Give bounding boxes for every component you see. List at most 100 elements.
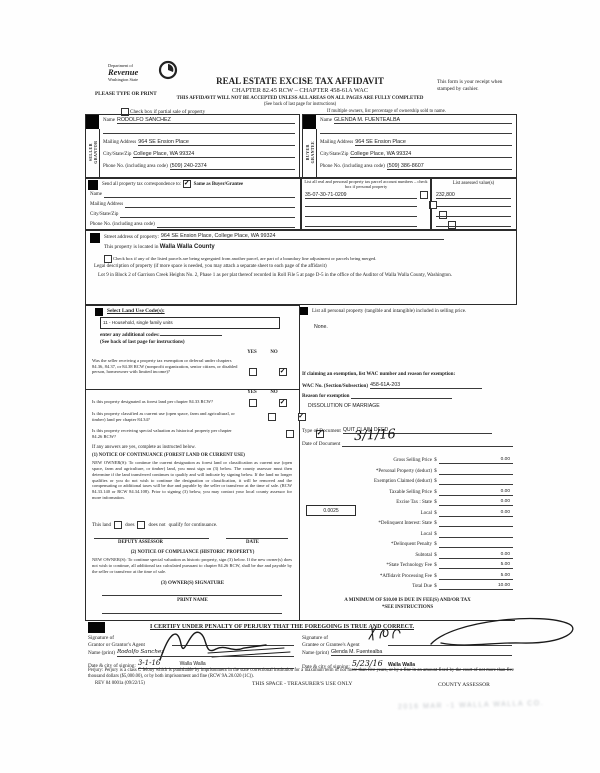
correspondence-marker (88, 180, 98, 190)
reason-label: Reason for exemption (302, 393, 350, 399)
does-label: does (125, 521, 135, 528)
grantee-name-row: Name (print) Glenda M. Fuentealba (302, 649, 512, 657)
reason-row: Reason for exemption (302, 393, 452, 400)
reason-line (351, 398, 452, 400)
dollar-sign: $ (434, 584, 437, 589)
designation-no-header: NO (270, 390, 278, 395)
notice1-title: (1) NOTICE OF CONTINUANCE (FOREST LAND O… (92, 453, 245, 458)
historic-question: Is this property receiving special valua… (92, 428, 232, 439)
grantee-name-value: Glenda M. Fuentealba (330, 649, 512, 657)
seller-name-label: Name (103, 118, 115, 124)
certify-marker (88, 622, 105, 633)
corr-name-line (103, 197, 295, 198)
parcel-numbers-cell: List all real and personal property tax … (300, 177, 456, 231)
current-use-yes-checkbox (267, 413, 276, 421)
notice2-title: (2) NOTICE OF COMPLIANCE (HISTORIC PROPE… (130, 550, 255, 555)
continuance-post: qualify for continuance. (168, 521, 218, 528)
fee-row-taxable: Taxable Selling Price $0.00 (302, 487, 513, 496)
certify-text: I CERTIFY UNDER PENALTY OF PERJURY THAT … (150, 624, 415, 630)
assessed-row-2 (436, 202, 511, 207)
deputy-date-line (226, 534, 288, 539)
seller-side-bottom: GRANTOR (93, 140, 98, 164)
corr-address-line (125, 207, 295, 208)
buyer-phone-row: Phone No. (including area code) (509) 38… (320, 163, 512, 171)
wac-row: WAC No. (Section/Subsection) 458-61A-203 (302, 382, 482, 390)
footer-treasurer-space: THIS SPACE - TREASURER'S USE ONLY (252, 681, 353, 687)
grantor-city-value: Walla Walla (179, 661, 206, 667)
parcel-1-value: 35-07-30-71-0209 (305, 192, 417, 200)
doc-date-label: Date of Document (302, 441, 341, 447)
seller-extra-line (103, 127, 295, 134)
buyer-side-bottom: GRANTEE (310, 140, 315, 164)
buyer-address-label: Mailing Address (320, 140, 354, 146)
seller-city-value: College Place, WA 99324 (133, 151, 295, 159)
buyer-side-label: BUYER GRANTEE (305, 135, 315, 169)
notice2-body: NEW OWNER(S): To continue special valuat… (92, 557, 292, 574)
segregated-checkbox (104, 255, 112, 263)
fee-amount (439, 484, 513, 485)
assessed-header: List assessed value(s) (452, 181, 495, 186)
land-use-no-header: NO (270, 350, 278, 355)
dollar-sign: $ (434, 521, 437, 526)
buyer-phone-label: Phone No. (including area code) (320, 164, 385, 170)
seller-side-label: SELLER GRANTOR (88, 135, 98, 169)
forest-no-checkbox: ✓ (279, 398, 288, 407)
fee-label: Taxable Selling Price (389, 490, 432, 495)
local-rate-value: 0.0025 (323, 507, 339, 514)
current-use-no-mark: ✓ (298, 411, 305, 420)
dollar-sign: $ (434, 479, 437, 484)
corr-city-row: City/State/Zip (90, 212, 295, 218)
street-address-row: Street address of property: 964 SE Ensio… (104, 233, 444, 241)
form-title: REAL ESTATE EXCISE TAX AFFIDAVIT (216, 76, 384, 86)
forest-land-question: Is this property designated as forest la… (92, 399, 214, 404)
dollar-sign: $ (434, 511, 437, 516)
if-yes-note: If any answers are yes, complete as inst… (92, 445, 196, 450)
does-checkbox (114, 521, 123, 529)
fee-amount: 0.00 (439, 457, 513, 464)
located-row: This property is located in Walla Walla … (104, 244, 215, 251)
grantor-signature-line (172, 641, 294, 646)
current-use-question: Is this property classified as current u… (92, 411, 235, 422)
fee-row-excise-local: Local $0.00 (302, 508, 513, 517)
fee-label: Excise Tax : State (396, 500, 432, 505)
owner-signature-line (102, 591, 282, 596)
parcel-header: List all real and personal property tax … (304, 179, 428, 190)
deputy-date-label: DATE (246, 540, 259, 545)
form-subtitle: CHAPTER 82.45 RCW – CHAPTER 458-61A WAC (231, 86, 369, 94)
continuance-line: This land does does not qualify for cont… (92, 521, 217, 529)
land-use-see-back: (See back of last page for instructions) (100, 339, 185, 345)
designation-section: YES NO Is this property designated as fo… (85, 388, 325, 621)
fee-amount: 0.00 (439, 510, 513, 517)
parcel-3-checkbox (438, 211, 447, 219)
grantor-date-row: Date & city of signing: 3-1-16 Walla Wal… (88, 659, 294, 669)
fee-amount: 0.00 (439, 489, 513, 496)
doc-type-row: Type of Document QUIT CLAIM DEED (302, 427, 492, 435)
assessed-row-4 (436, 222, 511, 227)
segregated-label: Check box if any of the listed parcels a… (113, 255, 377, 261)
fee-amount: 10.00 (439, 583, 513, 590)
historic-yes-checkbox (286, 430, 294, 438)
fee-row-subtotal: Subtotal $0.00 (302, 550, 513, 559)
buyer-extra-line (320, 127, 512, 134)
grantee-date-line: 5/23/16 Walla Walla (351, 659, 512, 670)
deputy-assessor-label: DEPUTY ASSESSOR (118, 540, 164, 545)
seller-exemption-question: Was the seller receiving a property tax … (92, 358, 238, 375)
assessed-row-3 (436, 212, 511, 217)
grantor-sig-l2: Grantor or Grantor's Agent (88, 641, 145, 648)
doc-date-line (342, 446, 513, 448)
assessed-row-1: 232,800 (436, 192, 511, 200)
certify-divider (85, 620, 515, 621)
located-label: This property is located in (104, 244, 159, 250)
street-address-value: 964 SE Ension Place, College Place, WA 9… (160, 233, 444, 241)
legal-description-text: Lot 9 in Block 2 of Garrison Creek Heigh… (98, 273, 452, 278)
does-not-label: does not (148, 521, 166, 528)
not-accepted-notice: THIS AFFIDAVIT WILL NOT BE ACCEPTED UNLE… (176, 95, 424, 101)
fee-amount: 5.00 (439, 562, 513, 569)
dollar-sign: $ (434, 469, 437, 474)
fee-row-total-due: Total Due $10.00 (302, 581, 513, 590)
fee-row-processing-fee: *Affidavit Processing Fee $5.00 (302, 571, 513, 580)
corr-address-label: Mailing Address (90, 202, 124, 207)
fee-amount: 5.00 (439, 573, 513, 580)
fee-amount: 0.00 (439, 552, 513, 559)
seller-address-label: Mailing Address (103, 140, 137, 146)
